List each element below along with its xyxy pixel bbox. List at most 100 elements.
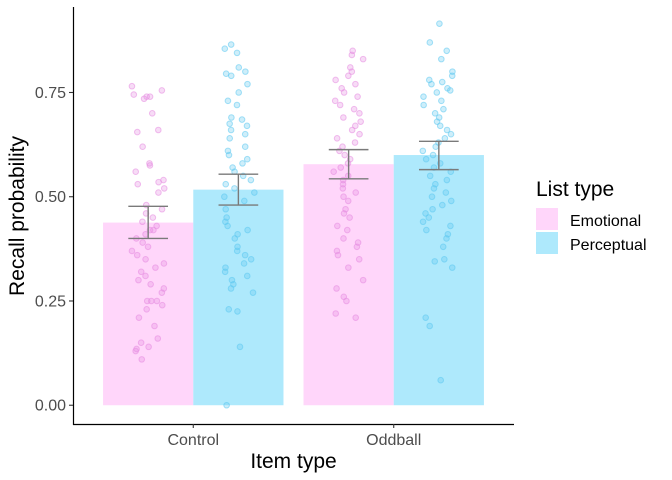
data-point [446,87,454,94]
data-point [355,255,363,263]
data-point [343,226,351,234]
data-point [431,258,439,265]
data-point [356,130,363,138]
data-point [243,155,251,163]
bars-layer [103,155,484,406]
bar-oddball-perceptual [393,155,484,406]
data-point [343,297,350,305]
data-point [228,114,235,121]
data-point [137,339,145,346]
data-point [139,218,146,226]
data-point [226,120,233,128]
data-point [227,285,235,292]
data-point [135,314,143,321]
data-point [247,176,255,184]
data-point [143,93,150,100]
data-point [359,55,367,63]
data-point [356,110,363,117]
data-point [134,180,142,188]
bar-control-perceptual [193,189,284,406]
data-point [426,39,434,46]
data-point [436,20,443,27]
data-point [233,247,241,255]
data-point [152,264,159,271]
data-point [351,139,359,146]
data-point [244,80,251,88]
data-point [439,201,446,209]
data-point [231,235,239,242]
data-point [433,89,441,96]
data-point [422,210,429,217]
data-point [239,160,246,167]
data-point [233,49,241,57]
bar-control-emotional [103,222,194,406]
data-point [160,185,168,192]
data-point [340,235,347,242]
data-point [224,222,231,230]
data-point [348,68,356,75]
data-point [224,97,232,105]
data-point [233,101,241,109]
data-point [340,210,348,217]
data-point [150,226,157,234]
legend: List type Emotional Perceptual [536,178,647,254]
legend-label-emotional: Emotional [570,213,641,230]
data-point [137,268,145,276]
data-point [332,310,340,317]
data-point [350,105,358,113]
data-point [242,68,249,75]
data-point [432,143,439,150]
data-point [332,76,339,84]
data-point [443,176,451,184]
data-point [447,222,454,230]
data-point [227,72,235,80]
y-tick-label: 0.50 [35,189,66,206]
data-point [227,41,235,48]
data-point [447,130,455,138]
data-point [340,114,347,121]
data-point [148,110,156,117]
data-point [346,214,353,221]
data-point [147,281,154,288]
data-point [235,64,243,71]
x-tick-label: Control [167,432,219,449]
data-point [428,193,436,201]
data-point [431,110,439,117]
data-point [426,322,433,330]
data-point [160,260,168,267]
data-point [234,308,241,315]
data-point [128,82,136,90]
data-point [222,180,230,188]
data-point [333,285,340,292]
data-point [223,401,230,409]
data-point [155,178,162,186]
data-point [222,205,229,213]
y-tick-label: 0.75 [35,85,66,102]
data-point [153,297,161,305]
data-point [249,289,257,296]
y-tick-label: 0.00 [35,398,66,415]
data-point [251,189,258,196]
legend-label-perceptual: Perceptual [570,237,647,254]
data-point [221,268,229,276]
data-point [420,101,427,109]
data-point [241,251,249,259]
data-point [225,306,233,313]
data-point [330,168,337,176]
data-point [419,147,427,155]
data-point [441,255,448,263]
data-point [443,235,450,242]
y-ticks-layer: 0.00 0.25 0.50 0.75 [35,85,73,415]
data-point [243,122,251,130]
data-point [240,260,248,267]
legend-title: List type [536,178,614,201]
data-point [158,87,166,94]
data-point [441,135,449,142]
data-point [241,143,249,150]
data-point [442,189,450,196]
data-point [423,226,430,234]
data-point [241,197,248,205]
data-point [345,72,352,80]
data-point [145,343,152,351]
data-point [353,243,361,251]
